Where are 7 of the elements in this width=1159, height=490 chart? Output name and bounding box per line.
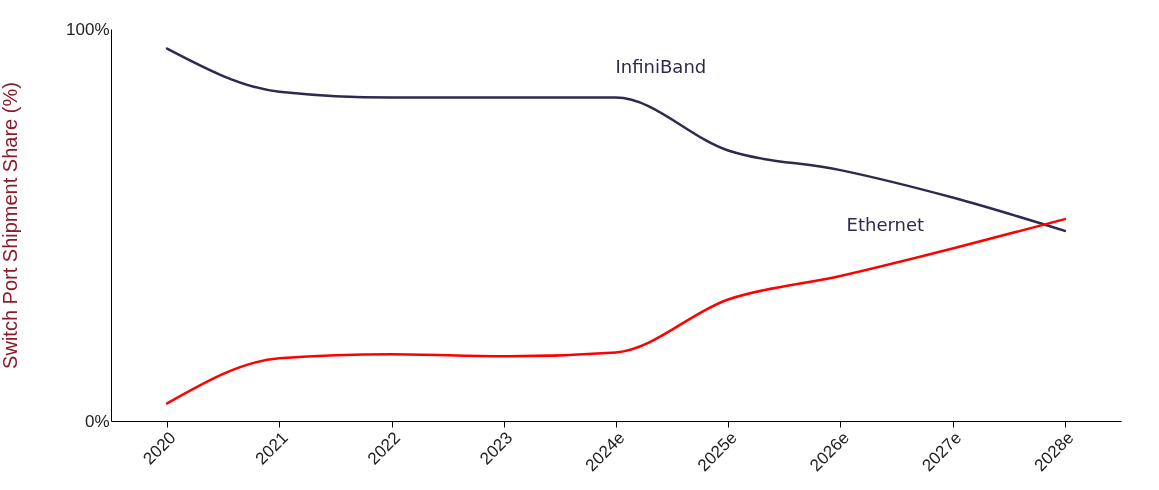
line-series <box>165 217 1067 405</box>
y-tick-label: 0% <box>84 411 110 431</box>
y-axis-title: Switch Port Shipment Share (%) <box>0 82 22 369</box>
series-label: Ethernet <box>846 213 925 235</box>
series-label: InfiniBand <box>615 55 707 77</box>
line-series <box>165 47 1067 233</box>
y-tick-label: 100% <box>66 19 110 39</box>
